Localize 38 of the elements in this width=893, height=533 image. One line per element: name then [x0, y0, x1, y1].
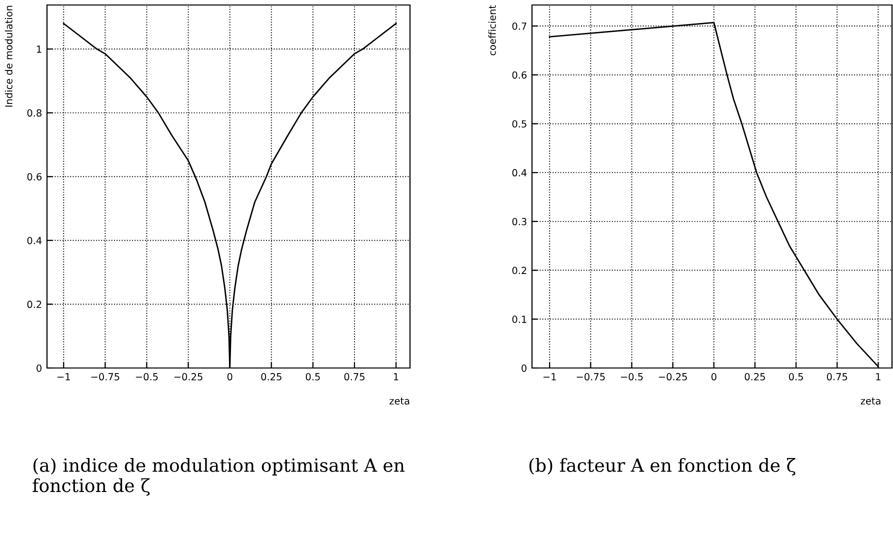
y-tick-label: 0.2	[512, 266, 526, 274]
x-tick-label: −0.75	[91, 373, 120, 380]
x-axis-title: zeta	[860, 398, 880, 405]
y-axis-title: Indice de modulation	[4, 6, 12, 107]
y-tick-label: 0.6	[512, 71, 527, 79]
y-tick-label: 0.2	[27, 300, 42, 308]
x-tick-label: −0.25	[658, 373, 687, 380]
y-tick-label: 0	[36, 364, 42, 372]
x-tick-label: 0.75	[826, 373, 848, 380]
y-tick-label: 0	[522, 364, 526, 372]
x-tick-label: 0.5	[788, 373, 803, 380]
y-tick-label: 0.5	[512, 120, 526, 128]
y-tick-label: 0.8	[27, 109, 42, 117]
x-tick-label: 1	[394, 373, 398, 380]
y-tick-label: 0.4	[27, 236, 42, 244]
x-axis-title: zeta	[390, 398, 410, 405]
y-axis-title: coefficient	[488, 5, 496, 56]
x-tick-label: 0.75	[344, 373, 364, 380]
y-tick-label: 0.3	[512, 218, 526, 226]
x-tick-label: −1	[543, 373, 556, 380]
x-tick-label: 0	[711, 373, 716, 380]
y-tick-label: 1	[37, 46, 42, 53]
x-tick-label: 0.25	[744, 373, 765, 380]
x-tick-label: −0.25	[174, 373, 202, 380]
x-tick-label: −1	[57, 373, 70, 380]
text: (a) indice de modulation optimisant A en fonction de ζ	[32, 458, 404, 496]
y-tick-label: 0.7	[512, 22, 526, 30]
x-tick-label: 0.25	[261, 373, 282, 380]
x-tick-label: 0.5	[306, 373, 320, 380]
y-tick-label: 0.6	[27, 173, 42, 180]
y-tick-label: 0.1	[512, 316, 526, 323]
y-tick-label: 0.4	[512, 169, 527, 176]
x-tick-label: 1	[876, 373, 880, 380]
x-tick-label: 0	[227, 373, 232, 380]
text: (b) facteur A en fonction de ζ	[529, 458, 796, 476]
x-tick-label: −0.75	[576, 373, 605, 380]
x-tick-label: −0.5	[136, 373, 158, 380]
x-tick-label: −0.5	[620, 373, 643, 380]
